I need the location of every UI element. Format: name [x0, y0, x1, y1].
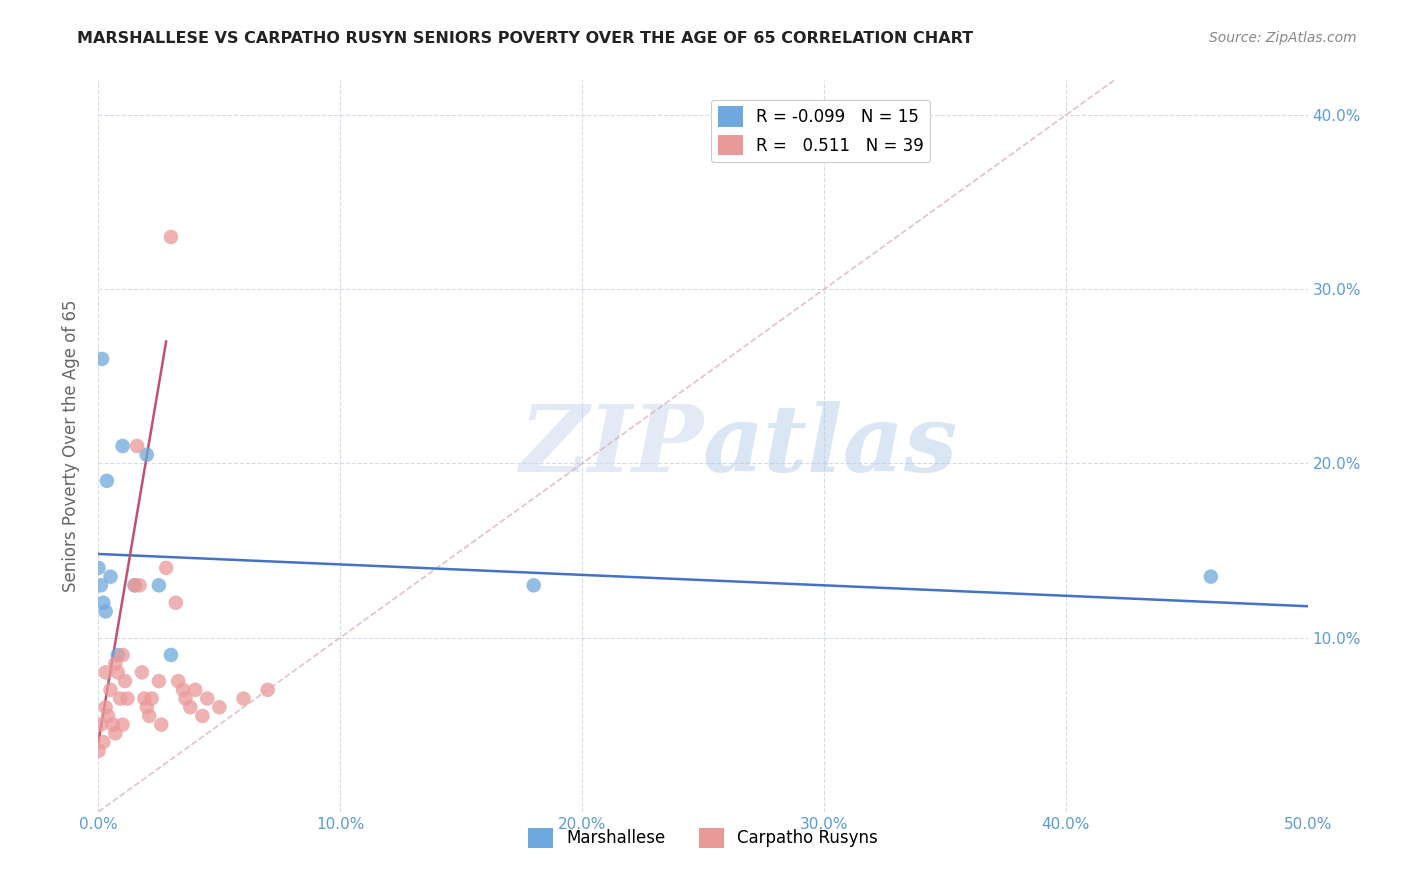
- Point: [191, 709, 214, 723]
- Point: [172, 682, 194, 697]
- Point: [90, 717, 112, 731]
- Point: [195, 691, 218, 706]
- Point: [184, 682, 207, 697]
- Point: [1199, 569, 1222, 583]
- Point: [150, 717, 173, 731]
- Point: [117, 691, 139, 706]
- Point: [107, 648, 129, 662]
- Point: [91, 735, 114, 749]
- Point: [114, 674, 136, 689]
- Point: [91, 596, 114, 610]
- Point: [148, 674, 170, 689]
- Point: [165, 596, 187, 610]
- Point: [138, 709, 160, 723]
- Point: [87, 561, 110, 575]
- Point: [160, 230, 183, 244]
- Point: [111, 439, 134, 453]
- Point: [94, 604, 117, 618]
- Point: [131, 665, 153, 680]
- Point: [101, 717, 124, 731]
- Legend: Marshallese, Carpatho Rusyns: Marshallese, Carpatho Rusyns: [522, 821, 884, 855]
- Point: [155, 561, 177, 575]
- Point: [94, 700, 117, 714]
- Point: [179, 700, 201, 714]
- Text: ZIP: ZIP: [519, 401, 703, 491]
- Point: [124, 578, 146, 592]
- Point: [104, 657, 127, 671]
- Point: [174, 691, 197, 706]
- Point: [135, 700, 157, 714]
- Point: [127, 439, 149, 453]
- Point: [141, 691, 163, 706]
- Point: [100, 569, 122, 583]
- Point: [107, 665, 129, 680]
- Point: [90, 578, 112, 592]
- Point: [135, 448, 157, 462]
- Point: [208, 700, 231, 714]
- Point: [108, 691, 131, 706]
- Point: [100, 682, 122, 697]
- Point: [96, 474, 118, 488]
- Point: [134, 691, 156, 706]
- Y-axis label: Seniors Poverty Over the Age of 65: Seniors Poverty Over the Age of 65: [62, 300, 80, 592]
- Point: [94, 665, 117, 680]
- Point: [128, 578, 150, 592]
- Text: Source: ZipAtlas.com: Source: ZipAtlas.com: [1209, 31, 1357, 45]
- Point: [160, 648, 183, 662]
- Point: [87, 744, 110, 758]
- Point: [111, 717, 134, 731]
- Point: [148, 578, 170, 592]
- Text: MARSHALLESE VS CARPATHO RUSYN SENIORS POVERTY OVER THE AGE OF 65 CORRELATION CHA: MARSHALLESE VS CARPATHO RUSYN SENIORS PO…: [77, 31, 973, 46]
- Point: [111, 648, 134, 662]
- Point: [91, 351, 114, 366]
- Text: atlas: atlas: [703, 401, 959, 491]
- Point: [523, 578, 546, 592]
- Point: [167, 674, 190, 689]
- Point: [256, 682, 278, 697]
- Point: [124, 578, 146, 592]
- Point: [232, 691, 254, 706]
- Point: [104, 726, 127, 740]
- Point: [97, 709, 120, 723]
